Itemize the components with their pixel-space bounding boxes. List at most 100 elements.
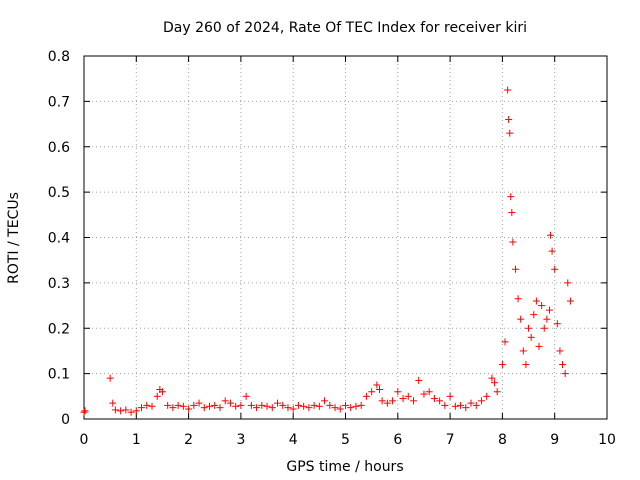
data-point [383, 399, 391, 407]
data-point [430, 395, 438, 403]
x-axis-label: GPS time / hours [286, 459, 403, 475]
data-point [511, 265, 519, 273]
x-tick-label: 7 [446, 432, 455, 448]
data-point [242, 392, 250, 400]
data-point [507, 193, 515, 201]
data-point [457, 401, 465, 409]
data-point [506, 129, 514, 137]
x-tick-label: 0 [80, 432, 89, 448]
data-point [535, 342, 543, 350]
data-point [525, 324, 533, 332]
x-tick-label: 10 [598, 432, 616, 448]
data-point [321, 397, 329, 405]
y-tick-label: 0.4 [48, 231, 70, 247]
data-point [394, 388, 402, 396]
y-tick-label: 0.1 [48, 367, 70, 383]
data-point [357, 401, 365, 409]
data-point [559, 361, 567, 369]
data-point [138, 404, 146, 412]
data-point [190, 401, 198, 409]
data-point [237, 401, 245, 409]
data-point [368, 388, 376, 396]
data-point [517, 315, 525, 323]
data-point [153, 392, 161, 400]
y-tick-label: 0.6 [48, 140, 70, 156]
data-point [284, 404, 292, 412]
data-point [561, 370, 569, 378]
y-tick-label: 0.8 [48, 49, 70, 65]
data-point [532, 297, 540, 305]
data-point [148, 402, 156, 410]
data-point [508, 209, 516, 217]
data-point [81, 407, 89, 415]
data-point [483, 392, 491, 400]
data-point [279, 401, 287, 409]
data-point [446, 392, 454, 400]
data-point [336, 405, 344, 413]
data-point [200, 404, 208, 412]
data-point [158, 388, 166, 396]
data-points [80, 86, 574, 416]
data-point [553, 320, 561, 328]
x-tick-label: 4 [289, 432, 298, 448]
y-tick-label: 0.2 [48, 321, 70, 337]
x-tick-label: 9 [550, 432, 559, 448]
x-tick-label: 1 [132, 432, 141, 448]
data-point [352, 402, 360, 410]
data-point [436, 397, 444, 405]
data-point [498, 361, 506, 369]
data-point [80, 408, 88, 416]
data-point [545, 306, 553, 314]
data-point [425, 388, 433, 396]
y-tick-label: 0 [61, 412, 70, 428]
y-tick-label: 0.5 [48, 185, 70, 201]
data-point [310, 401, 318, 409]
chart-title: Day 260 of 2024, Rate Of TEC Index for r… [163, 20, 527, 36]
data-point [543, 315, 551, 323]
data-point [268, 404, 276, 412]
data-point [548, 247, 556, 255]
data-point [111, 406, 119, 414]
data-point [451, 402, 459, 410]
data-point [362, 392, 370, 400]
data-point [564, 279, 572, 287]
data-point [378, 397, 386, 405]
x-tick-label: 2 [184, 432, 193, 448]
data-point [195, 399, 203, 407]
data-point [519, 347, 527, 355]
data-point [143, 401, 151, 409]
x-tick-label: 8 [498, 432, 507, 448]
data-point [127, 408, 135, 416]
data-point [122, 406, 130, 414]
data-point [211, 401, 219, 409]
data-point [505, 116, 513, 124]
data-point [109, 399, 117, 407]
data-point [462, 404, 470, 412]
data-point [491, 379, 499, 387]
data-point [477, 397, 485, 405]
data-point [514, 295, 522, 303]
data-point [258, 401, 266, 409]
data-point [389, 397, 397, 405]
data-point [530, 311, 538, 319]
data-point [347, 404, 355, 412]
data-point [342, 401, 349, 409]
data-point [472, 401, 480, 409]
y-tick-label: 0.3 [48, 276, 70, 292]
data-point [216, 404, 224, 412]
data-point [164, 401, 172, 409]
data-point [179, 402, 187, 410]
data-point [538, 302, 546, 310]
data-point [501, 338, 509, 346]
data-point [509, 238, 517, 246]
data-point [274, 399, 282, 407]
data-point [493, 388, 501, 396]
y-tick-label: 0.7 [48, 94, 70, 110]
data-point [415, 376, 423, 384]
data-point [331, 404, 339, 412]
data-point [488, 374, 496, 382]
data-point [263, 402, 271, 410]
data-point [169, 404, 177, 412]
data-point [300, 402, 308, 410]
x-tick-label: 6 [393, 432, 402, 448]
